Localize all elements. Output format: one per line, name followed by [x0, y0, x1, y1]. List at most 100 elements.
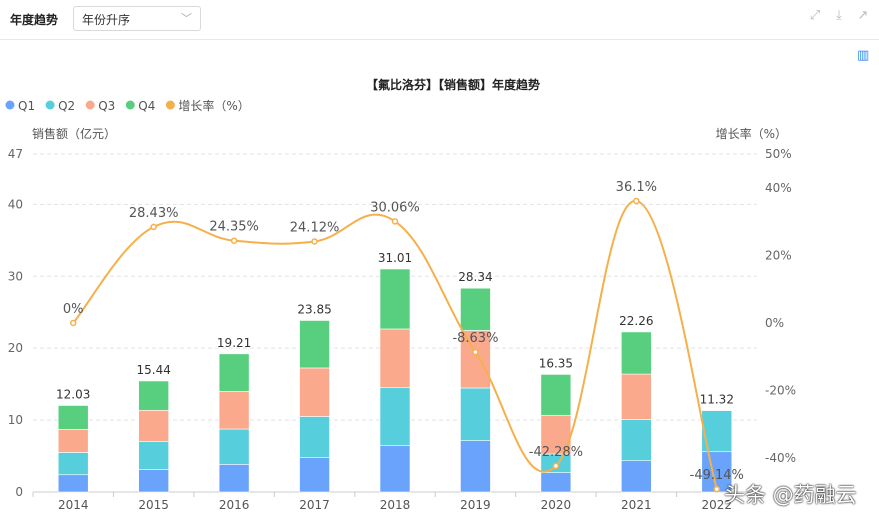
legend-label: Q3 — [98, 99, 115, 113]
x-tick-label: 2020 — [541, 498, 572, 512]
x-tick-label: 2015 — [138, 498, 169, 512]
total-label: 12.03 — [56, 387, 90, 401]
bar-Q4-2015 — [138, 380, 169, 411]
legend-label: Q2 — [58, 99, 75, 113]
legend-marker-Q3 — [85, 100, 95, 110]
bar-Q1-2015 — [138, 469, 169, 493]
x-tick-label: 2017 — [299, 498, 330, 512]
legend-marker-增长率（%） — [165, 100, 175, 110]
legend-marker-Q2 — [45, 100, 55, 110]
bar-Q1-2016 — [218, 464, 250, 493]
bar-Q3-2018 — [379, 328, 411, 389]
bar-Q1-2014 — [57, 474, 89, 493]
bar-Q3-2014 — [57, 429, 89, 453]
y-axis-title: 销售额（亿元） — [32, 126, 116, 141]
bar-Q3-2016 — [218, 391, 250, 430]
y-tick-label: 30 — [8, 269, 23, 283]
bar-Q4-2016 — [218, 353, 250, 392]
total-label: 16.35 — [539, 356, 573, 370]
bar-Q4-2019 — [460, 287, 491, 331]
x-tick-label: 2016 — [219, 498, 250, 512]
bar-Q2-2016 — [218, 428, 250, 465]
y2-axis-title: 增长率（%） — [716, 126, 787, 141]
growth-label: 36.1% — [616, 180, 657, 195]
bar-Q2-2015 — [138, 441, 169, 470]
bar-Q4-2020 — [540, 374, 572, 416]
legend-label: 增长率（%） — [178, 98, 249, 113]
bar-Q4-2014 — [57, 405, 89, 430]
growth-point-2020 — [552, 462, 560, 470]
sort-select-value: 年份升序 — [82, 13, 131, 27]
growth-point-2018 — [391, 218, 399, 225]
growth-label: -49.14% — [690, 468, 744, 483]
bar-Q1-2018 — [379, 445, 411, 493]
y2-tick-label: 20% — [765, 248, 792, 262]
y-tick-label: 47 — [8, 147, 23, 161]
legend-marker-Q1 — [5, 100, 15, 110]
growth-label: -42.28% — [529, 445, 583, 460]
x-tick-label: 2014 — [58, 498, 89, 512]
fullscreen-icon[interactable]: ⤢ — [809, 8, 821, 23]
total-label: 22.26 — [619, 314, 653, 328]
toolbar: 年度趋势 年份升序 ﹀ ⤢ ⤓ ↗ — [0, 0, 879, 40]
bar-Q2-2021 — [621, 419, 652, 462]
bar-Q1-2021 — [621, 460, 652, 493]
y2-tick-label: 0% — [765, 316, 784, 330]
y-tick-label: 0 — [15, 485, 23, 499]
y2-tick-label: 50% — [765, 147, 792, 161]
legend-label: Q4 — [138, 99, 155, 113]
bar-Q1-2017 — [299, 457, 330, 493]
watermark: 头条 @药融云 — [724, 483, 857, 507]
bar-Q4-2018 — [379, 268, 411, 330]
x-tick-label: 2019 — [460, 498, 491, 512]
chevron-down-icon: ﹀ — [181, 12, 192, 25]
legend-label: Q1 — [18, 99, 35, 113]
bar-Q3-2019 — [460, 330, 491, 389]
growth-label: -8.63% — [452, 331, 498, 346]
growth-label: 24.35% — [209, 220, 259, 235]
y-tick-label: 40 — [8, 197, 23, 211]
bar-Q2-2017 — [299, 416, 330, 458]
y-tick-label: 20 — [8, 341, 23, 355]
total-label: 19.21 — [217, 336, 251, 350]
y2-tick-label: -20% — [765, 384, 796, 398]
growth-point-2022 — [713, 485, 721, 493]
total-label: 23.85 — [297, 302, 331, 316]
download-icon[interactable]: ⤓ — [836, 8, 842, 23]
export-icon[interactable]: ↗ — [857, 8, 869, 23]
y-tick-label: 10 — [8, 413, 23, 427]
x-tick-label: 2022 — [702, 498, 733, 512]
growth-point-2016 — [230, 237, 238, 244]
x-tick-label: 2018 — [380, 498, 411, 512]
legend-marker-Q4 — [125, 100, 135, 110]
bar-Q1-2019 — [460, 440, 491, 493]
growth-point-2014 — [69, 319, 77, 327]
bar-Q3-2021 — [621, 373, 652, 420]
section-label: 年度趋势 — [10, 13, 59, 27]
total-label: 31.01 — [378, 251, 412, 265]
bar-Q2-2014 — [57, 452, 89, 476]
growth-label: 0% — [63, 302, 84, 317]
y2-tick-label: 40% — [765, 181, 792, 195]
bar-Q3-2017 — [299, 367, 330, 417]
total-label: 15.44 — [136, 363, 170, 377]
bar-chart-icon[interactable]: ▥ — [857, 48, 870, 63]
bar-Q2-2019 — [460, 387, 491, 441]
growth-label: 28.43% — [129, 206, 179, 221]
sort-select[interactable]: 年份升序 ﹀ — [73, 6, 201, 31]
growth-point-2021 — [633, 197, 640, 205]
total-label: 11.32 — [700, 393, 734, 407]
growth-point-2017 — [311, 238, 318, 245]
chart-title: 【氟比洛芬】【销售额】年度趋势 — [366, 77, 540, 92]
bar-Q3-2015 — [138, 410, 169, 442]
growth-label: 30.06% — [370, 200, 420, 215]
bar-Q4-2021 — [621, 331, 652, 375]
x-tick-label: 2021 — [621, 498, 652, 512]
growth-label: 24.12% — [290, 220, 340, 235]
y2-tick-label: -40% — [765, 451, 796, 465]
growth-point-2015 — [150, 223, 157, 231]
total-label: 28.34 — [458, 270, 492, 284]
growth-point-2019 — [472, 348, 479, 356]
bar-Q1-2020 — [540, 472, 572, 493]
